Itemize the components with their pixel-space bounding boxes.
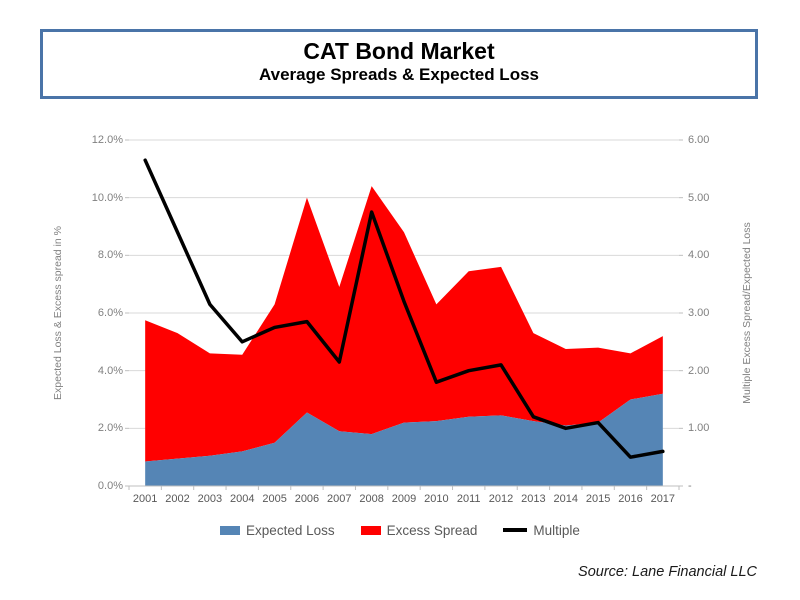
expected-loss-swatch-icon (220, 525, 241, 535)
right-axis-title: Multiple Excess Spread/Expected Loss (741, 222, 753, 404)
ylab-right-tick-label: - (688, 480, 692, 492)
legend-item-expected-loss: Expected Loss (220, 523, 335, 538)
xlab-tick-label: 2012 (488, 493, 514, 505)
xlab-tick-label: 2015 (585, 493, 611, 505)
chart-subtitle: Average Spreads & Expected Loss (259, 65, 539, 84)
xlab-tick-label: 2008 (359, 493, 384, 505)
ylab-left-tick-label: 6.0% (97, 307, 123, 319)
chart-legend: Expected Loss Excess Spread Multiple (0, 520, 800, 540)
xlab-tick-label: 2010 (424, 493, 449, 505)
multiple-line (143, 158, 665, 459)
xlab-tick-label: 2009 (391, 493, 417, 505)
ylab-right-tick-label: 3.00 (688, 307, 710, 319)
ylab-left-tick-label: 2.0% (97, 422, 123, 435)
xlab-tick-label: 2007 (327, 493, 352, 505)
xlab-tick-label: 2002 (165, 493, 190, 505)
xlab-tick-label: 2013 (521, 493, 546, 505)
legend-label-multiple: Multiple (533, 522, 580, 538)
legend-item-multiple: Multiple (503, 523, 580, 538)
left-axis-title: Expected Loss & Excess spread in % (52, 226, 64, 400)
ylab-left-tick-label: 10.0% (91, 191, 123, 204)
xlab-tick-label: 2011 (456, 493, 481, 505)
source-credit: Source: Lane Financial LLC (578, 564, 757, 580)
ylab-right-tick-label: 4.00 (688, 249, 710, 262)
legend-label-excess-spread: Excess Spread (386, 522, 478, 538)
xlab-tick-label: 2003 (197, 493, 223, 505)
ylab-left-tick-label: 12.0% (91, 134, 123, 146)
ylab-left-tick-label: 4.0% (97, 364, 123, 377)
ylab-left-tick-label: 8.0% (97, 249, 123, 262)
xlab-tick-label: 2004 (229, 493, 255, 505)
ylab-left-tick-label: 0.0% (97, 480, 123, 492)
ylab-right-tick-label: 1.00 (688, 422, 710, 435)
xlab-tick-label: 2014 (553, 493, 578, 505)
ylab-right-tick-label: 5.00 (688, 191, 710, 204)
ylab-right-tick-label: 6.00 (688, 134, 710, 146)
xlab-tick-label: 2001 (132, 493, 158, 505)
legend-item-excess-spread: Excess Spread (360, 522, 478, 538)
xlab-tick-label: 2005 (262, 493, 287, 505)
chart-title: CAT Bond Market (303, 38, 495, 64)
chart-title-box: CAT Bond Market Average Spreads & Expect… (40, 29, 758, 99)
xlab-tick-label: 2017 (650, 493, 676, 505)
expected-loss-area (145, 393, 663, 486)
excess-spread-area (145, 186, 663, 462)
xlab-tick-label: 2016 (618, 493, 643, 505)
excess-spread-swatch-icon (360, 525, 381, 535)
xlab-tick-label: 2006 (294, 493, 320, 505)
multiple-line-swatch-icon (503, 528, 528, 532)
ylab-right-tick-label: 2.00 (688, 364, 710, 377)
legend-label-expected-loss: Expected Loss (246, 522, 335, 538)
